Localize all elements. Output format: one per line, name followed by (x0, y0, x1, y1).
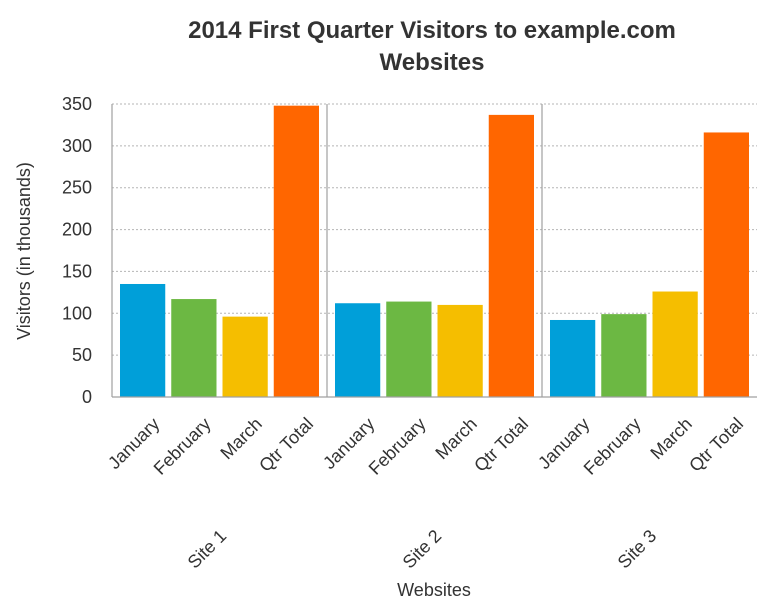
bar (120, 283, 166, 397)
bar (273, 105, 319, 397)
x-group-label: Site 2 (399, 526, 446, 573)
bar (488, 114, 534, 397)
bar (171, 299, 217, 397)
x-category-label: Qtr Total (255, 414, 317, 476)
y-tick-label: 100 (62, 303, 92, 323)
x-group-label: Site 3 (614, 526, 661, 573)
x-category-label: February (580, 414, 645, 479)
y-tick-label: 350 (62, 94, 92, 114)
chart-title-line-2: Websites (380, 49, 485, 76)
x-category-label: Qtr Total (470, 414, 532, 476)
y-tick-label: 0 (82, 387, 92, 407)
bar (703, 132, 749, 397)
axes (111, 104, 757, 398)
bars (120, 105, 749, 397)
bar (652, 291, 698, 397)
x-category-label: March (216, 414, 266, 464)
y-axis-title: Visitors (in thousands) (14, 162, 34, 340)
bar (601, 314, 647, 397)
x-category-label: March (431, 414, 481, 464)
gridlines (112, 103, 757, 356)
x-category-label: February (365, 414, 430, 479)
x-category-label: February (150, 414, 215, 479)
y-tick-label: 150 (62, 261, 92, 281)
y-tick-label: 50 (72, 345, 92, 365)
chart-title-line-1: 2014 First Quarter Visitors to example.c… (188, 17, 676, 44)
bar (222, 316, 268, 397)
bar (550, 319, 596, 397)
y-tick-label: 250 (62, 178, 92, 198)
x-category-label: March (646, 414, 696, 464)
x-category-label: Qtr Total (685, 414, 747, 476)
bar (386, 301, 432, 397)
bar (335, 303, 381, 397)
y-tick-label: 200 (62, 220, 92, 240)
bar (437, 304, 483, 397)
x-axis-title: Websites (397, 580, 471, 600)
x-group-label: Site 1 (184, 526, 231, 573)
y-tick-label: 300 (62, 136, 92, 156)
